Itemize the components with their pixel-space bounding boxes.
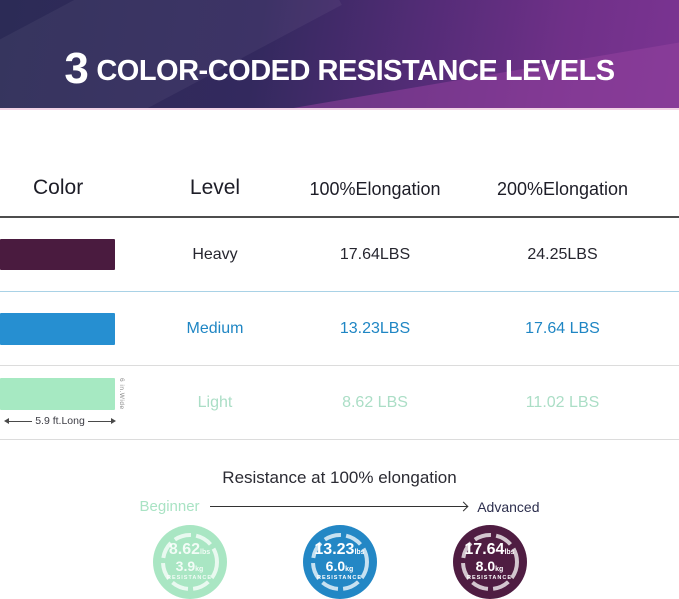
value-100-medium: 13.23LBS xyxy=(339,319,411,337)
color-cell-light: 6 in.Wide 5.9 ft.Long xyxy=(0,378,150,427)
arrow-line xyxy=(209,506,469,507)
value-200-heavy: 24.25LBS xyxy=(527,245,598,263)
table-header-row: Color Level 100%Elongation 200%Elongatio… xyxy=(0,110,679,216)
color-band-medium xyxy=(0,312,115,345)
table-row-light: 6 in.Wide 5.9 ft.Long Light 8.62 LBS 11.… xyxy=(0,366,679,439)
level-label-medium: Medium xyxy=(186,319,244,337)
badge-kg-unit: kg xyxy=(495,566,504,574)
band-length-label: 5.9 ft.Long xyxy=(35,415,85,427)
header-divider xyxy=(0,216,679,218)
value-100-light: 8.62 LBS xyxy=(342,393,408,411)
column-header-200-elongation: 200%Elongation xyxy=(496,179,629,199)
level-label-light: Light xyxy=(197,393,233,411)
band-length-dimension: 5.9 ft.Long xyxy=(4,415,116,427)
page-title: 3 COLOR-CODED RESISTANCE LEVELS xyxy=(0,44,679,94)
color-band-light xyxy=(0,378,115,410)
light-band-wrapper: 6 in.Wide xyxy=(0,378,150,410)
advanced-label: Advanced xyxy=(477,498,540,515)
row-divider xyxy=(0,439,679,440)
row-divider xyxy=(0,365,679,366)
badge-lbs-value: 13.23 xyxy=(314,541,355,559)
title-text: COLOR-CODED RESISTANCE LEVELS xyxy=(96,55,615,87)
value-100-heavy: 17.64LBS xyxy=(339,245,411,263)
badge-kg-unit: kg xyxy=(345,566,354,574)
badge-lbs-unit: lbs xyxy=(200,549,211,557)
badge-kg: 6.0kg xyxy=(314,559,364,574)
resistance-table: Color Level 100%Elongation 200%Elongatio… xyxy=(0,110,679,440)
badge-kg-unit: kg xyxy=(195,566,204,574)
value-200-medium: 17.64 LBS xyxy=(525,319,600,337)
badge-caption: RESISTANCE xyxy=(166,574,213,581)
badge-kg: 3.9kg xyxy=(167,559,212,574)
beginner-to-advanced-arrow xyxy=(209,501,469,512)
table-row-heavy: Heavy 17.64LBS 24.25LBS xyxy=(0,218,679,291)
value-200-light: 11.02 LBS xyxy=(525,393,600,411)
scale-row: Beginner Advanced xyxy=(140,498,540,515)
header-banner: 3 COLOR-CODED RESISTANCE LEVELS xyxy=(0,0,679,108)
dashed-ring-icon xyxy=(160,533,219,591)
badge-lbs-value: 17.64 xyxy=(464,541,505,559)
color-cell-medium xyxy=(0,312,150,345)
level-label-heavy: Heavy xyxy=(192,245,238,263)
dimension-line xyxy=(9,420,33,422)
badge-kg-value: 6.0 xyxy=(325,558,346,575)
band-width-label: 6 in.Wide xyxy=(118,378,125,410)
badge-caption: RESISTANCE xyxy=(316,574,363,581)
color-band-heavy xyxy=(0,239,115,270)
table-row-medium: Medium 13.23LBS 17.64 LBS xyxy=(0,292,679,365)
badge-kg-value: 8.0 xyxy=(475,558,496,575)
badge-text: 13.23lbs 6.0kg RESISTANCE xyxy=(314,541,365,581)
beginner-label: Beginner xyxy=(139,498,200,515)
dimension-line xyxy=(87,420,111,422)
column-header-color: Color xyxy=(33,176,84,199)
column-header-level: Level xyxy=(189,176,241,199)
color-cell-heavy xyxy=(0,239,150,270)
badge-caption: RESISTANCE xyxy=(466,574,513,581)
badge-lbs: 8.62lbs xyxy=(167,541,212,559)
resistance-badge-light: 8.62lbs 3.9kg RESISTANCE xyxy=(152,525,227,599)
badge-lbs-unit: lbs xyxy=(504,549,515,557)
dashed-ring-icon xyxy=(460,533,519,591)
arrow-head-icon xyxy=(458,501,469,512)
badge-lbs-unit: lbs xyxy=(354,549,365,557)
title-number: 3 xyxy=(64,44,89,93)
dashed-ring-icon xyxy=(310,533,369,591)
resistance-badge-heavy: 17.64lbs 8.0kg RESISTANCE xyxy=(452,525,527,599)
badge-text: 17.64lbs 8.0kg RESISTANCE xyxy=(464,541,515,581)
column-header-100-elongation: 100%Elongation xyxy=(309,179,441,199)
badge-kg-value: 3.9 xyxy=(175,558,196,575)
badge-lbs: 13.23lbs xyxy=(314,541,365,559)
badge-text: 8.62lbs 3.9kg RESISTANCE xyxy=(166,541,213,581)
resistance-scale-section: Resistance at 100% elongation Beginner A… xyxy=(0,468,679,599)
resistance-badges: 8.62lbs 3.9kg RESISTANCE 13.23lbs 6.0kg … xyxy=(0,525,679,599)
resistance-badge-medium: 13.23lbs 6.0kg RESISTANCE xyxy=(302,525,377,599)
row-divider xyxy=(0,291,679,292)
scale-title: Resistance at 100% elongation xyxy=(222,468,457,487)
banner-underline xyxy=(0,108,679,110)
badge-lbs: 17.64lbs xyxy=(464,541,515,559)
badge-kg: 8.0kg xyxy=(464,559,514,574)
badge-lbs-value: 8.62 xyxy=(168,541,200,559)
dimension-arrow-left-icon xyxy=(4,418,9,424)
dimension-arrow-right-icon xyxy=(111,418,116,424)
